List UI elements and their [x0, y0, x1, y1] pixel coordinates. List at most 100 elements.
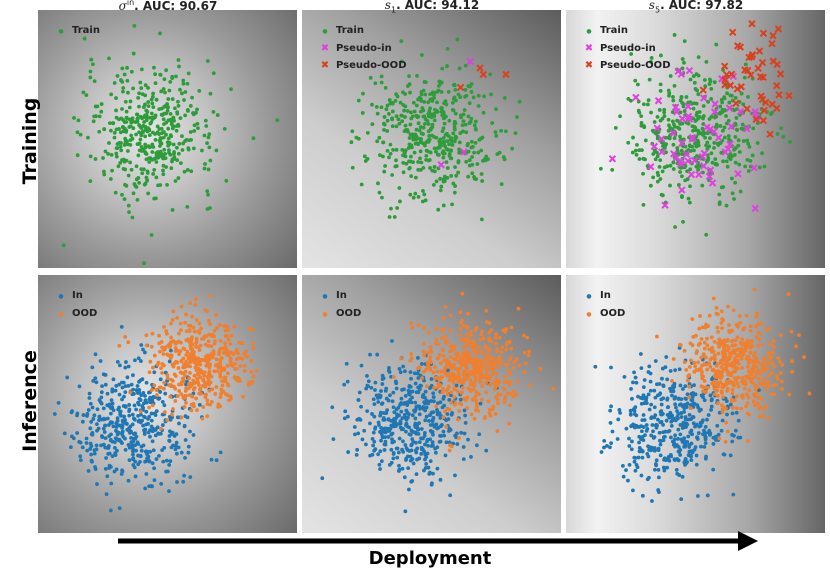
point-ood [441, 415, 446, 420]
point-ood [460, 363, 465, 367]
point-in [631, 380, 635, 385]
point-ood [217, 361, 221, 366]
point-ood [511, 394, 516, 399]
point-in [711, 435, 716, 440]
point-train [450, 143, 455, 147]
point-ood [254, 368, 259, 373]
point-in [455, 431, 459, 436]
point-in [407, 412, 411, 417]
point-ood [687, 365, 692, 369]
point-train [206, 192, 210, 197]
point-train [118, 144, 123, 149]
point-train [626, 140, 631, 145]
point-train [379, 80, 384, 85]
point-train [788, 139, 793, 144]
point-in [94, 443, 99, 448]
point-train [107, 141, 111, 145]
point-in [154, 409, 159, 414]
point-in [403, 369, 407, 374]
point-train [385, 129, 390, 133]
point-ood [691, 335, 696, 339]
point-ood [212, 328, 217, 333]
point-train [374, 104, 379, 109]
point-in [139, 393, 144, 398]
point-in [401, 402, 406, 406]
point-train [207, 132, 212, 137]
point-in [649, 433, 654, 438]
point-train [504, 129, 508, 134]
point-ood [497, 335, 502, 340]
point-in [703, 437, 708, 442]
point-pseudo-in [710, 127, 718, 136]
point-in [421, 392, 426, 397]
point-in [393, 416, 398, 421]
point-train [122, 197, 127, 202]
point-in [683, 396, 688, 401]
point-train [639, 120, 644, 125]
legend-label: In [600, 290, 611, 301]
point-pseudo-ood [699, 86, 707, 94]
point-in [685, 439, 690, 444]
point-in [397, 463, 401, 468]
point-in [380, 428, 385, 433]
point-in [703, 441, 708, 446]
point-ood [735, 335, 740, 340]
point-ood [422, 353, 427, 358]
point-ood [748, 350, 753, 355]
point-in [112, 469, 117, 474]
point-in [104, 492, 109, 497]
point-train [148, 121, 153, 126]
point-train [142, 167, 146, 172]
point-in [728, 402, 733, 407]
point-in [123, 448, 128, 452]
point-in [382, 448, 387, 452]
point-in [110, 401, 115, 406]
point-in [169, 348, 173, 353]
point-in [161, 459, 166, 464]
point-in [110, 454, 115, 459]
point-ood [730, 391, 735, 396]
point-in [407, 425, 412, 430]
point-ood [242, 369, 247, 373]
point-ood [717, 337, 722, 342]
point-ood [434, 337, 439, 342]
point-train [388, 151, 393, 156]
point-train [453, 87, 458, 92]
point-ood [705, 367, 710, 372]
point-train [176, 58, 181, 62]
point-train [349, 140, 354, 145]
point-ood [522, 370, 527, 375]
point-ood [214, 313, 218, 317]
point-train [682, 39, 687, 44]
point-train [467, 121, 472, 125]
point-ood [756, 401, 760, 406]
point-train [413, 137, 418, 142]
point-train [115, 74, 120, 78]
point-train [724, 114, 728, 118]
point-in [429, 399, 434, 403]
point-in [707, 428, 712, 433]
legend-label: Pseudo-in [336, 43, 392, 54]
point-ood [191, 401, 196, 406]
point-ood [426, 330, 431, 335]
point-train [709, 115, 714, 119]
point-pseudo-in [437, 161, 445, 169]
point-in [673, 402, 678, 407]
point-train [718, 104, 723, 109]
point-in [380, 401, 385, 406]
point-train [714, 42, 719, 47]
point-ood [209, 344, 214, 349]
point-in [182, 473, 187, 478]
point-in [173, 443, 178, 448]
point-train [692, 148, 696, 153]
point-train [452, 139, 457, 144]
point-train [670, 110, 675, 114]
point-train [445, 139, 450, 143]
point-train [402, 108, 407, 113]
point-ood [465, 366, 470, 371]
point-train [137, 130, 141, 135]
point-ood [767, 373, 772, 378]
point-ood [693, 364, 698, 369]
point-in [431, 471, 435, 476]
legend-label: OOD [72, 308, 98, 319]
